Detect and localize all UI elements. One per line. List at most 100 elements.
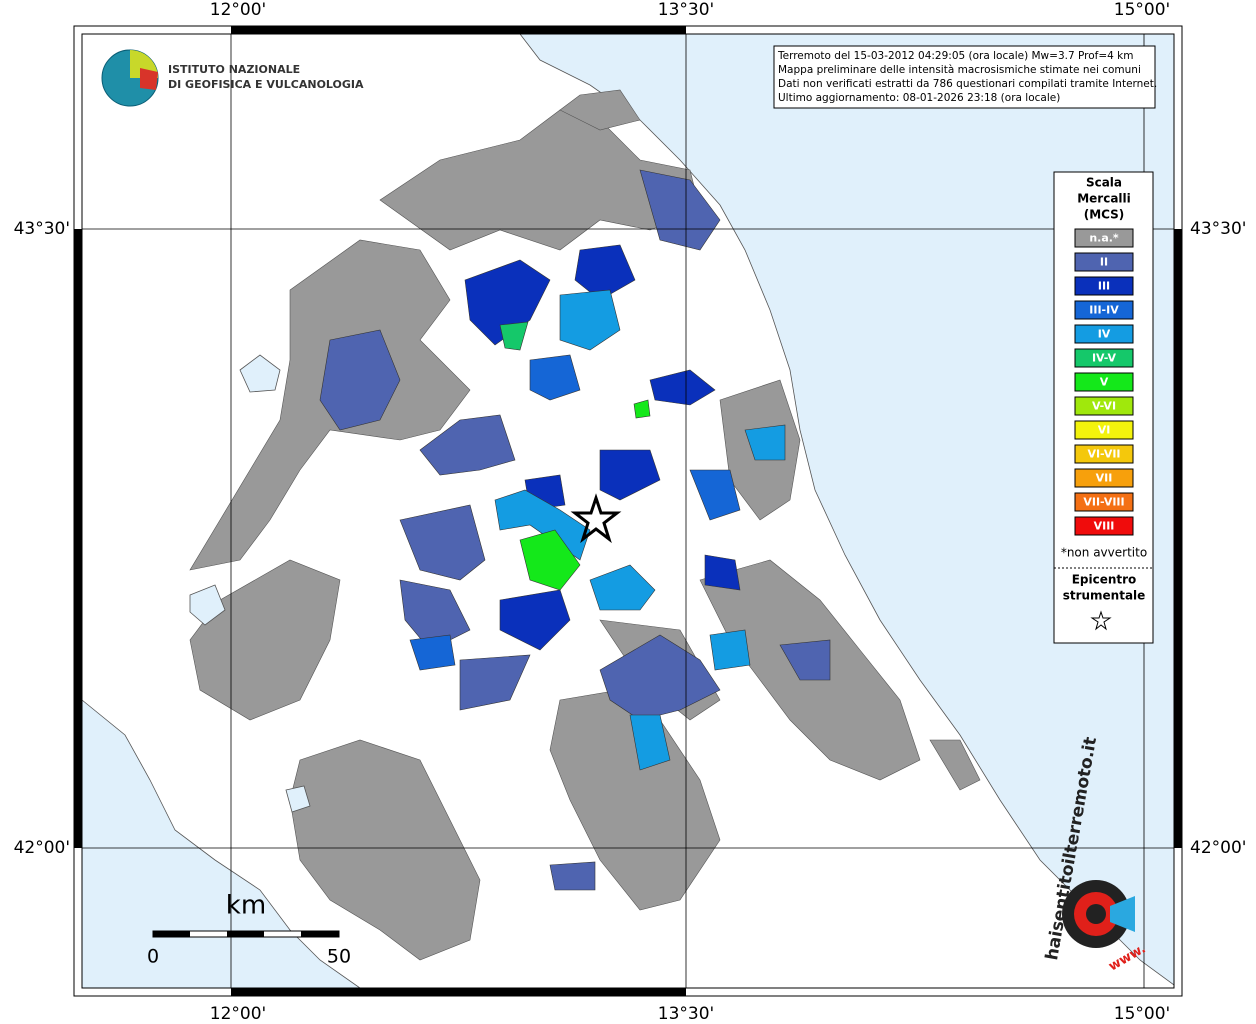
- area: [589, 564, 656, 611]
- legend-swatch: [1074, 372, 1134, 392]
- legend-label: IV-V: [1092, 352, 1117, 365]
- institute-name: DI GEOFISICA E VULCANOLOGIA: [168, 78, 364, 91]
- area: [549, 861, 596, 891]
- legend-swatch: [1074, 348, 1134, 368]
- frame-bar: [74, 229, 82, 848]
- area: [409, 634, 456, 671]
- info-line: Dati non verificati estratti da 786 ques…: [778, 78, 1157, 90]
- frame-bar: [231, 988, 686, 996]
- lake: [239, 354, 281, 393]
- area: [709, 629, 751, 671]
- area: [459, 654, 531, 711]
- municipalities-grey: [189, 89, 981, 961]
- legend-swatch: [1074, 468, 1134, 488]
- legend-swatch: [1074, 396, 1134, 416]
- institute-logo: ISTITUTO NAZIONALE DI GEOFISICA E VULCAN…: [101, 49, 364, 107]
- legend-label: III: [1098, 280, 1110, 293]
- area: [529, 354, 581, 401]
- area: [689, 469, 741, 521]
- area: [779, 639, 831, 681]
- area: [559, 89, 641, 131]
- area: [559, 289, 621, 351]
- lon-label: 12°00': [210, 0, 266, 20]
- axis-labels: 12°00' 13°30' 15°00' 12°00' 13°30' 15°00…: [14, 0, 1247, 1024]
- frame-bar: [231, 26, 686, 34]
- area: [744, 424, 786, 461]
- area: [633, 399, 651, 419]
- area: [649, 369, 716, 406]
- legend-star: [1090, 610, 1112, 631]
- info-box: Terremoto del 15-03-2012 04:29:05 (ora l…: [773, 45, 1157, 109]
- lon-label: 13°30': [658, 1004, 714, 1024]
- legend-swatch: [1074, 324, 1134, 344]
- legend: ScalaMercalli(MCS)n.a.*IIIIIIII-IVIVIV-V…: [1053, 171, 1154, 644]
- area: [319, 329, 401, 431]
- frame-bar: [1174, 229, 1182, 848]
- legend-swatch: [1074, 492, 1134, 512]
- legend-label: VII-VIII: [1083, 496, 1124, 509]
- institute-name: ISTITUTO NAZIONALE: [168, 63, 300, 76]
- logo-ring: [1086, 904, 1106, 924]
- lat-label: 42°00': [14, 838, 70, 858]
- logo-speaker: [1110, 896, 1135, 932]
- municipalities-colored: [319, 169, 831, 891]
- lon-label: 15°00': [1114, 1004, 1170, 1024]
- legend-label: II: [1100, 256, 1108, 269]
- legend-label: VII: [1096, 472, 1113, 485]
- scale-label: 0: [147, 946, 159, 968]
- legend-swatch: [1074, 420, 1134, 440]
- area: [574, 244, 636, 301]
- lakes: [189, 354, 311, 813]
- info-line: Ultimo aggiornamento: 08-01-2026 23:18 (…: [778, 92, 1060, 104]
- area: [399, 504, 486, 581]
- lat-label: 43°30': [14, 219, 70, 239]
- scale-bar-segment: [301, 931, 339, 937]
- area: [499, 321, 529, 351]
- area: [464, 259, 551, 346]
- lake: [285, 785, 311, 813]
- lon-label: 13°30': [658, 0, 714, 20]
- legend-label: V: [1100, 376, 1109, 389]
- legend-note: *non avvertito: [1061, 546, 1147, 560]
- legend-swatch: [1074, 516, 1134, 536]
- area: [629, 714, 671, 771]
- lat-label: 43°30': [1190, 219, 1246, 239]
- info-box-frame: [773, 45, 1156, 109]
- scale-bar-segment: [227, 931, 264, 937]
- area: [419, 414, 516, 476]
- legend-label: III-IV: [1089, 304, 1119, 317]
- legend-swatch: [1074, 300, 1134, 320]
- legend-epicenter: Epicentro: [1072, 573, 1137, 587]
- legend-label: IV: [1098, 328, 1111, 341]
- legend-label: V-VI: [1092, 400, 1116, 413]
- area: [704, 554, 741, 591]
- legend-label: VI-VII: [1087, 448, 1120, 461]
- area: [639, 169, 721, 251]
- lake: [189, 584, 226, 626]
- area: [189, 559, 341, 721]
- legend-epicenter: strumentale: [1063, 589, 1146, 603]
- legend-label: VI: [1098, 424, 1111, 437]
- legend-label: VIII: [1094, 520, 1115, 533]
- area: [494, 489, 591, 561]
- lat-label: 42°00': [1190, 838, 1246, 858]
- legend-swatch: [1074, 228, 1134, 248]
- frame: [73, 25, 1183, 997]
- lon-label: 15°00': [1114, 0, 1170, 20]
- scale-bar-segment: [153, 931, 190, 937]
- map-area: [81, 33, 1175, 989]
- legend-title: Scala: [1086, 176, 1122, 190]
- legend-title: (MCS): [1084, 208, 1125, 222]
- info-line: Terremoto del 15-03-2012 04:29:05 (ora l…: [777, 50, 1133, 62]
- epicenter-star: [570, 493, 622, 544]
- area: [599, 634, 721, 721]
- globe-segment: [140, 68, 158, 90]
- scale-bar: km 0 50: [147, 891, 351, 968]
- area: [519, 529, 581, 591]
- legend-label: n.a.*: [1089, 232, 1119, 245]
- scale-unit: km: [226, 891, 266, 921]
- area: [599, 449, 661, 501]
- area: [289, 739, 481, 961]
- legend-swatch: [1074, 252, 1134, 272]
- area: [929, 739, 981, 791]
